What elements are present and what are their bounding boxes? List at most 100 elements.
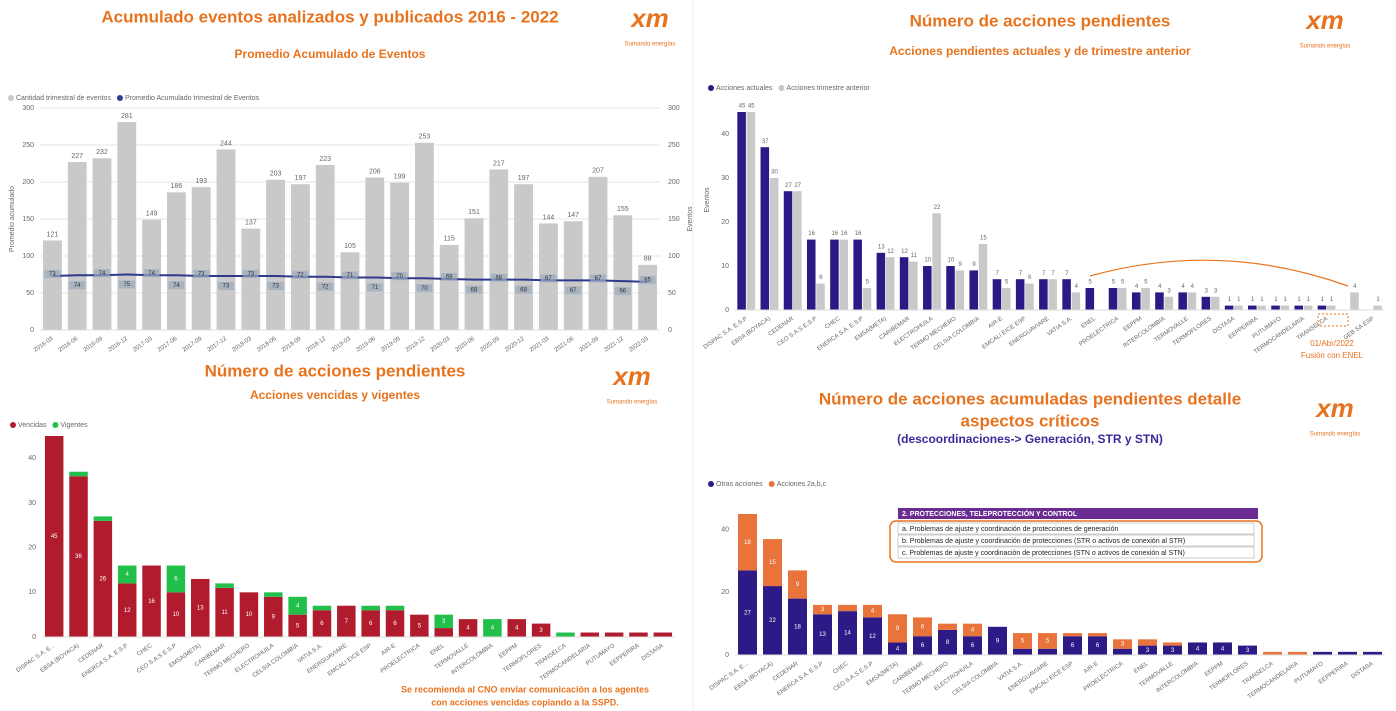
bar-value-label: 9 — [972, 262, 976, 268]
x-tick-label: EMCALI EICE ESP — [981, 316, 1027, 351]
y2-tick-label: 100 — [668, 253, 680, 260]
chart-title: Acumulado eventos analizados y publicado… — [101, 7, 558, 26]
bar-segment — [166, 592, 186, 637]
bar-segment — [264, 592, 283, 597]
segment-value-label: 5 — [296, 623, 300, 629]
bar — [266, 179, 286, 330]
line-value-label: 72 — [297, 272, 304, 278]
bar-segment — [888, 614, 907, 643]
segment-value-label: 3 — [539, 628, 543, 634]
bar-value-label: 10 — [948, 258, 955, 264]
x-tick-label: 2021-03 — [529, 336, 551, 354]
bar-segment — [1013, 633, 1032, 649]
bar-value-label: 7 — [1042, 271, 1046, 277]
bar-segment — [458, 619, 478, 637]
legend-swatch — [8, 95, 14, 101]
line-value-label: 69 — [446, 275, 453, 281]
bar-value-label: 3 — [1214, 288, 1218, 294]
x-tick-label: CELSIA COLOMBIA — [952, 661, 1000, 697]
y-tick-label: 150 — [22, 216, 34, 223]
bar-segment — [531, 623, 551, 637]
bar — [1373, 305, 1382, 310]
bar-value-label: 37 — [762, 139, 769, 145]
line-label-box — [168, 281, 185, 290]
bar-value-label: 30 — [771, 170, 778, 176]
bar — [1118, 288, 1127, 310]
line-value-label: 73 — [272, 284, 279, 290]
bar — [978, 244, 988, 310]
bar — [760, 147, 770, 310]
bar-value-label: 9 — [959, 262, 963, 268]
x-tick-label: EEPPM — [498, 643, 519, 660]
bar-value-label: 193 — [195, 178, 207, 185]
bar-segment — [142, 565, 161, 637]
bar — [1187, 292, 1197, 310]
bar-value-label: 155 — [617, 206, 629, 213]
bar-value-label: 4 — [1353, 284, 1357, 290]
bar-value-label: 16 — [855, 231, 862, 237]
segment-value-label: 18 — [744, 540, 751, 546]
y-axis-label: Eventos — [704, 187, 711, 213]
legend-swatch — [708, 481, 714, 487]
bar-value-label: 1 — [1251, 297, 1255, 303]
segment-value-label: 27 — [744, 610, 751, 616]
bar — [1062, 279, 1071, 310]
line-label-box — [193, 269, 210, 278]
line-value-label: 74 — [173, 283, 180, 289]
bar-segment — [434, 614, 453, 629]
x-tick-label: ENEL — [1133, 661, 1150, 675]
bar-value-label: 7 — [996, 271, 1000, 277]
bar-value-label: 27 — [794, 183, 801, 189]
line-label-box — [44, 269, 61, 278]
info-box-row — [897, 522, 1255, 535]
bar-segment — [1363, 651, 1382, 655]
y2-tick-label: 0 — [668, 327, 672, 334]
chart-subtitle: Acciones vencidas y vigentes — [250, 388, 420, 402]
bar — [1025, 283, 1034, 310]
x-tick-label: INTERCOLOMBIA — [1122, 316, 1166, 349]
line-value-label: 75 — [123, 282, 130, 288]
bar-value-label: 13 — [878, 244, 885, 250]
segment-value-label: 13 — [819, 632, 826, 638]
segment-value-label: 9 — [896, 626, 900, 632]
x-tick-label: VATIA S.A. — [1046, 316, 1074, 338]
chart-title: Número de acciones pendientes — [910, 11, 1171, 30]
bar-segment — [1188, 642, 1207, 655]
segment-value-label: 4 — [1196, 646, 1200, 652]
logo-mark: xm — [1304, 5, 1344, 35]
y-tick-label: 100 — [22, 253, 34, 260]
chart-subtitle: Promedio Acumulado de Eventos — [235, 47, 426, 61]
bar-value-label: 12 — [887, 249, 894, 255]
bar — [737, 112, 746, 310]
fusion-box — [1317, 313, 1349, 327]
bar-segment — [788, 598, 807, 655]
segment-value-label: 12 — [869, 634, 876, 640]
info-box-item: a. Problemas de ajuste y coordinación de… — [902, 526, 1118, 533]
bar-value-label: 7 — [1051, 271, 1055, 277]
bar-value-label: 137 — [245, 219, 257, 226]
bar-value-label: 227 — [71, 153, 83, 160]
bar — [216, 149, 236, 330]
segment-value-label: 4 — [1221, 646, 1225, 652]
bar-segment — [1238, 645, 1257, 655]
bar-value-label: 206 — [369, 168, 381, 175]
x-tick-label: PROELECTRICA — [1078, 316, 1120, 348]
x-tick-label: 2018-06 — [256, 336, 278, 354]
bar-segment — [988, 626, 1007, 655]
y2-tick-label: 50 — [668, 290, 676, 297]
bar-value-label: 4 — [1158, 284, 1162, 290]
line-value-label: 73 — [49, 272, 56, 278]
bar — [1131, 292, 1141, 310]
x-tick-label: 2020-06 — [455, 336, 477, 354]
bar — [613, 215, 633, 330]
segment-value-label: 6 — [921, 643, 925, 649]
bar-value-label: 7 — [1065, 271, 1069, 277]
bar-segment — [507, 619, 527, 637]
bar — [830, 239, 839, 310]
bar — [885, 257, 895, 310]
bar — [1234, 305, 1243, 310]
y2-axis-label: Eventos — [687, 206, 694, 232]
line-label-box — [292, 270, 309, 279]
segment-value-label: 3 — [1146, 648, 1150, 654]
bar-segment — [264, 596, 283, 637]
